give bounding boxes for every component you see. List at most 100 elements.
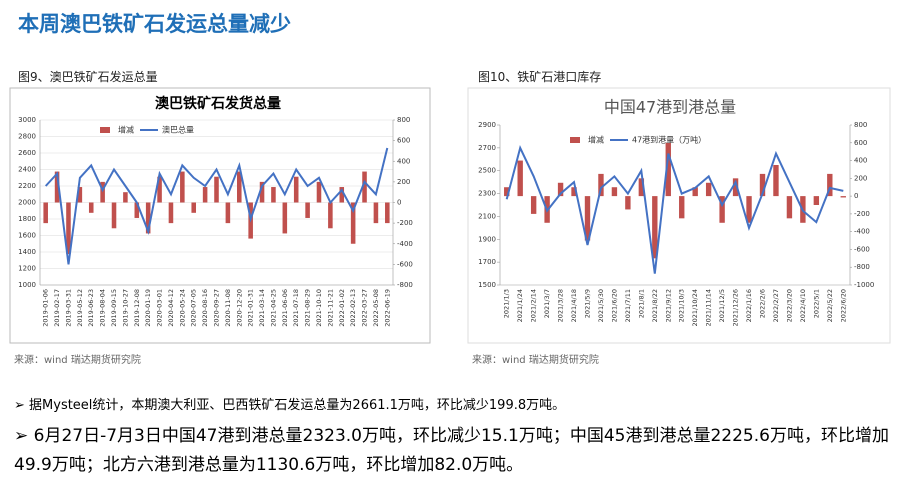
y-tick-label: 2100 xyxy=(478,212,496,220)
bar xyxy=(214,176,219,203)
y2-tick-label: 200 xyxy=(854,174,867,182)
caption: 图9、澳巴铁矿石发运总量 xyxy=(18,70,158,84)
bar xyxy=(679,196,685,219)
y-tick-label: 3000 xyxy=(18,116,36,124)
x-tick-label: 2021/3/7 xyxy=(543,289,551,318)
y2-tick-label: -400 xyxy=(854,228,870,236)
x-tick-label: 2022/1/16 xyxy=(745,289,753,322)
y-tick-label: 1500 xyxy=(478,281,496,289)
x-tick-label: 2019-02-17 xyxy=(53,289,61,327)
bar xyxy=(180,171,185,203)
chart-title: 澳巴铁矿石发货总量 xyxy=(155,95,281,112)
bar xyxy=(123,192,128,203)
x-tick-label: 2019-08-04 xyxy=(99,289,107,327)
slide-title: 本周澳巴铁矿石发运总量减少 xyxy=(18,12,291,36)
bar xyxy=(504,187,510,197)
y-tick-label: 2500 xyxy=(478,167,496,175)
bar xyxy=(236,171,242,203)
y2-tick-label: -200 xyxy=(854,210,870,218)
x-tick-label: 2021-06-06 xyxy=(281,289,289,327)
x-tick-label: 2021-01-31 xyxy=(247,289,255,327)
bar xyxy=(259,181,265,203)
x-tick-label: 2020-03-01 xyxy=(156,289,164,327)
bar xyxy=(827,173,833,197)
x-tick-label: 2022/4/10 xyxy=(799,289,807,322)
x-tick-label: 2019-05-12 xyxy=(76,289,84,327)
x-tick-label: 2022-01-02 xyxy=(338,289,346,327)
x-tick-label: 2021-03-14 xyxy=(258,289,266,327)
y2-tick-label: -800 xyxy=(397,281,413,289)
bar xyxy=(652,196,658,259)
bar xyxy=(719,196,725,223)
y2-tick-label: 0 xyxy=(397,199,401,207)
bar xyxy=(638,178,645,197)
bar xyxy=(100,181,105,203)
y-tick-label: 2600 xyxy=(18,149,36,157)
x-tick-label: 2022-02-13 xyxy=(349,289,357,327)
bar xyxy=(759,173,766,197)
bar xyxy=(43,202,48,224)
bar xyxy=(54,171,60,203)
x-tick-label: 2021-07-18 xyxy=(292,289,300,327)
x-tick-label: 2021-04-25 xyxy=(269,289,277,327)
bar xyxy=(373,202,379,224)
x-tick-label: 2021/2/14 xyxy=(530,289,538,322)
x-tick-label: 2019-10-27 xyxy=(121,289,129,327)
bar xyxy=(145,202,151,234)
x-tick-label: 2019-09-15 xyxy=(110,289,118,327)
x-tick-label: 2020-05-24 xyxy=(178,289,186,327)
legend-label: 增减 xyxy=(588,135,604,145)
y2-tick-label: -400 xyxy=(397,240,413,248)
x-tick-label: 2021/12/26 xyxy=(732,289,740,326)
bar xyxy=(282,202,288,234)
legend-label: 澳巴总量 xyxy=(162,125,194,135)
bar xyxy=(584,196,591,241)
x-tick-label: 2019-01-06 xyxy=(42,289,50,327)
bullet-text: 6月27日-7月3日中国47港到港总量2323.0万吨，环比减少15.1万吨；中… xyxy=(14,426,889,475)
x-tick-label: 2020-09-27 xyxy=(213,289,221,327)
x-tick-label: 2022/3/20 xyxy=(785,289,793,322)
y2-tick-label: -600 xyxy=(397,260,413,268)
y-tick-label: 2200 xyxy=(18,182,36,190)
x-tick-label: 2021-10-10 xyxy=(315,289,323,327)
bar xyxy=(168,202,174,224)
bullet: ➢ 据Mysteel统计，本期澳大利亚、巴西铁矿石发运总量为2661.1万吨，环… xyxy=(14,398,566,413)
y-tick-label: 1900 xyxy=(478,235,496,243)
line xyxy=(44,147,389,265)
bar xyxy=(350,202,356,244)
bar xyxy=(293,176,299,203)
bar xyxy=(598,173,604,197)
x-tick-label: 2021/9/12 xyxy=(664,289,672,322)
bar xyxy=(557,182,564,197)
bar xyxy=(328,202,333,229)
x-tick-label: 2021/11/14 xyxy=(705,289,713,326)
y2-tick-label: -600 xyxy=(854,245,870,253)
bullet: ➢ 6月27日-7月3日中国47港到港总量2323.0万吨，环比减少15.1万吨… xyxy=(14,426,889,475)
x-tick-label: 2022/2/6 xyxy=(759,289,767,318)
bullet-text: 据Mysteel统计，本期澳大利亚、巴西铁矿石发运总量为2661.1万吨，环比减… xyxy=(29,398,566,413)
x-tick-label: 2021/5/9 xyxy=(584,289,592,318)
source: 来源：wind 瑞达期货研究院 xyxy=(472,355,599,366)
bar xyxy=(665,142,671,197)
bar xyxy=(692,187,698,197)
y-tick-label: 2800 xyxy=(18,133,36,141)
x-tick-label: 2021/3/28 xyxy=(557,289,565,322)
x-tick-label: 2021/12/5 xyxy=(718,289,726,322)
bar xyxy=(705,182,712,197)
x-tick-label: 2020-08-16 xyxy=(201,289,209,327)
chart-frame xyxy=(9,87,431,344)
x-tick-label: 2020-01-19 xyxy=(144,289,152,327)
bar xyxy=(517,160,523,197)
x-tick-label: 2020-12-20 xyxy=(235,289,243,327)
bar xyxy=(202,187,208,203)
bar xyxy=(571,187,577,197)
y2-tick-label: 400 xyxy=(854,157,867,165)
y-tick-label: 2700 xyxy=(478,144,496,152)
y2-tick-label: 800 xyxy=(397,116,410,124)
y-tick-label: 2000 xyxy=(18,199,36,207)
x-tick-label: 2020-07-05 xyxy=(190,289,198,327)
y-tick-label: 2900 xyxy=(478,121,496,129)
x-tick-label: 2021/8/22 xyxy=(651,289,659,322)
bar xyxy=(305,202,310,218)
